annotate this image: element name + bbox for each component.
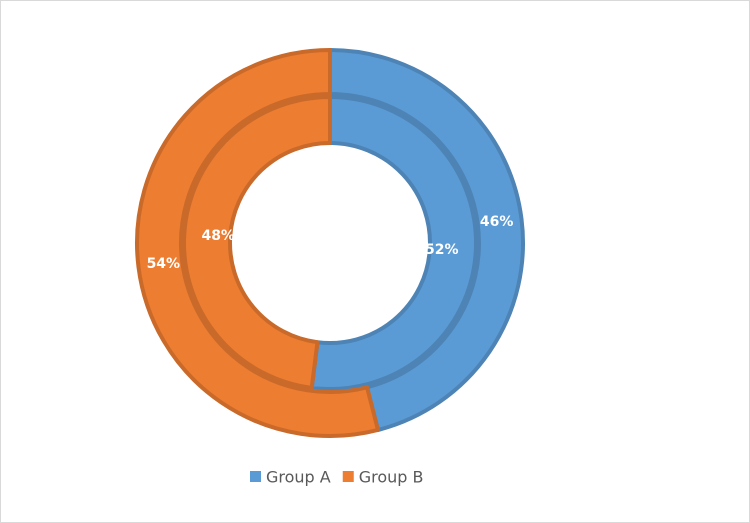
- legend-swatch: [250, 471, 261, 482]
- legend-label: Group A: [266, 468, 331, 487]
- data-label: 52%: [425, 242, 459, 258]
- legend-label: Group B: [359, 468, 424, 487]
- doughnut-segment: [182, 95, 332, 390]
- data-label: 54%: [147, 256, 181, 272]
- doughnut-segment: [309, 95, 478, 391]
- data-label: 48%: [201, 228, 235, 244]
- legend-swatch: [342, 471, 354, 482]
- data-label: 46%: [480, 214, 514, 230]
- doughnut-segment: [328, 48, 525, 432]
- doughnut-segment: [135, 48, 380, 438]
